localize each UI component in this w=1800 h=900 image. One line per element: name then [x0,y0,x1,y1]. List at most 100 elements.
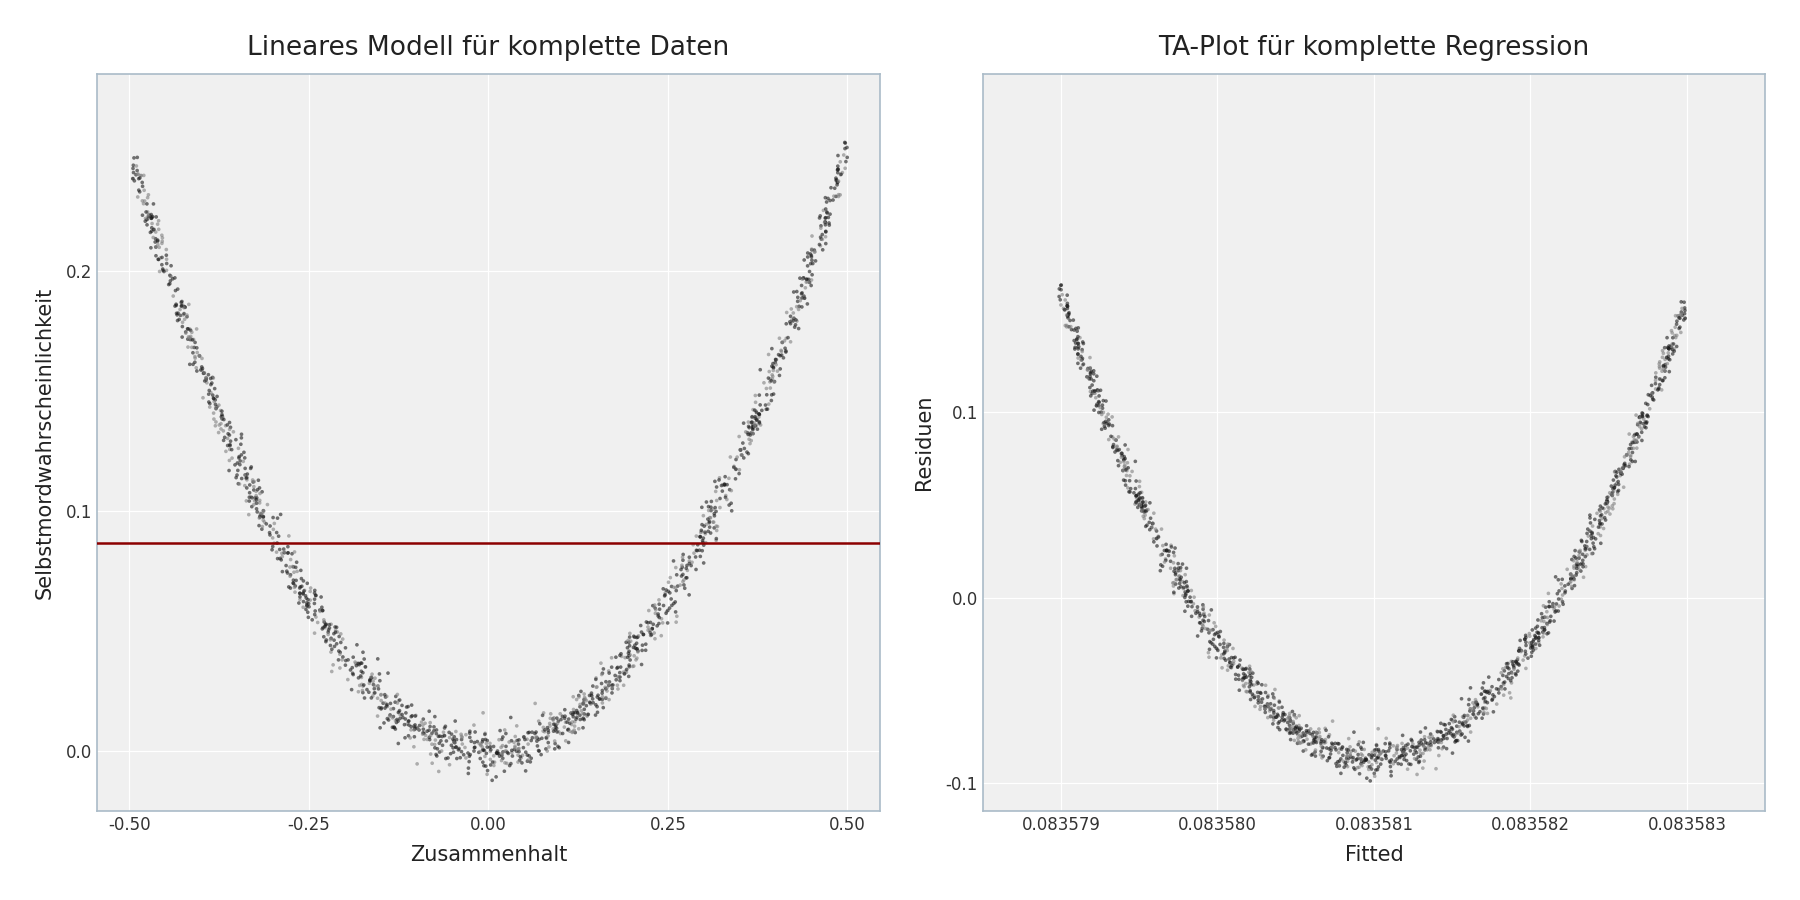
Point [367,688,396,702]
Point [439,734,468,748]
Point [166,312,194,327]
Point [1557,553,1586,567]
Point [661,561,689,575]
Point [149,265,178,279]
Point [571,706,599,721]
Point [1274,710,1303,724]
Point [265,542,293,556]
Point [1528,630,1557,644]
Point [1586,520,1615,535]
Title: TA-Plot für komplette Regression: TA-Plot für komplette Regression [1159,35,1589,60]
Point [536,711,565,725]
Point [574,707,603,722]
Point [1435,725,1463,740]
Point [1091,414,1120,428]
Point [126,168,155,183]
Point [439,745,468,760]
Point [1588,500,1616,515]
Point [1201,616,1229,630]
Point [711,478,740,492]
Point [702,531,731,545]
Point [1595,507,1624,521]
Point [1638,387,1667,401]
Point [268,549,297,563]
Point [1348,754,1377,769]
Point [1561,549,1589,563]
Point [171,325,200,339]
Point [1283,721,1312,735]
Point [367,700,396,715]
Point [716,496,745,510]
Point [1618,436,1647,450]
Point [713,492,742,507]
Point [290,573,319,588]
Point [592,691,621,706]
Point [565,688,594,703]
Point [1195,642,1224,656]
Point [511,745,540,760]
Point [223,455,252,470]
Point [783,300,812,314]
Point [1615,442,1643,456]
Point [671,571,700,585]
Point [202,415,230,429]
Point [797,229,826,243]
Point [374,709,403,724]
Point [1202,641,1231,655]
Point [1136,511,1165,526]
Point [1633,416,1661,430]
Point [1586,528,1615,543]
Point [585,692,614,706]
Point [797,248,826,263]
Point [259,539,288,554]
Point [315,617,344,632]
Point [1116,469,1145,483]
Point [1132,518,1161,533]
Point [1204,627,1233,642]
Point [1595,486,1624,500]
Point [1366,752,1395,766]
Point [670,581,698,596]
Point [709,478,738,492]
Point [1512,638,1541,652]
Point [1199,632,1228,646]
Point [1134,515,1163,529]
Point [1330,756,1359,770]
Point [1244,675,1273,689]
Point [241,491,270,505]
Point [776,317,805,331]
Point [311,633,340,647]
Point [358,674,387,688]
Point [826,167,855,182]
Point [142,239,171,254]
Point [1112,461,1141,475]
Point [1292,732,1321,746]
Point [1170,576,1199,590]
Point [130,196,158,211]
Point [616,634,644,648]
Point [1440,727,1469,742]
Point [425,745,454,760]
Point [801,245,830,259]
Point [1271,707,1300,722]
Point [1206,625,1235,639]
Point [475,744,504,759]
Point [736,436,765,451]
Point [1062,336,1091,350]
Point [702,523,731,537]
Point [1487,666,1516,680]
Point [432,734,461,748]
Point [1579,518,1607,533]
Point [142,248,171,263]
Point [1492,659,1521,673]
Point [1103,443,1132,457]
Point [373,698,401,713]
Point [374,666,403,680]
Point [1129,509,1157,524]
Point [1609,461,1638,475]
Point [1190,615,1219,629]
Point [752,402,781,417]
Point [547,709,576,724]
Point [256,526,284,540]
Point [509,741,538,755]
